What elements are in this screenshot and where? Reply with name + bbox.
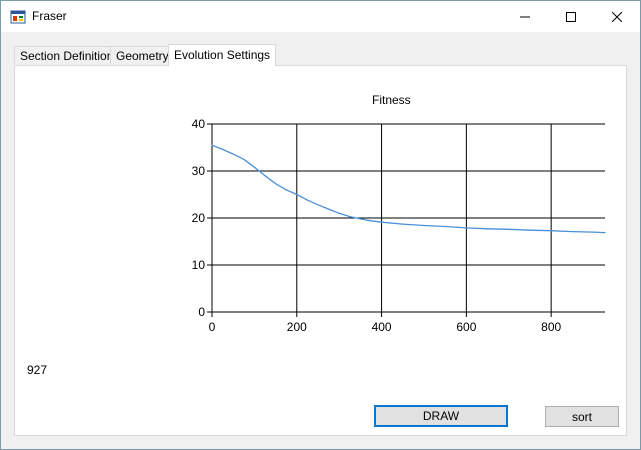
fitness-data-point (402, 223, 404, 225)
minimize-icon (520, 16, 530, 17)
maximize-button[interactable] (548, 1, 594, 32)
fitness-data-point (423, 224, 425, 227)
generation-count: 927 (27, 363, 48, 377)
tab-evolution-settings[interactable]: Evolution Settings (168, 44, 277, 66)
fitness-data-point (211, 144, 213, 146)
y-tick-label: 40 (192, 117, 206, 131)
tab-geometry[interactable]: Geometry (110, 46, 175, 64)
fitness-data-point (508, 228, 510, 230)
tab-label: Evolution Settings (174, 48, 271, 62)
title-bar[interactable]: Fraser (1, 1, 640, 32)
fitness-data-point (221, 148, 224, 150)
tab-label: Section Definition (20, 49, 114, 63)
y-tick-label: 10 (192, 258, 206, 272)
y-tick-label: 0 (198, 305, 205, 319)
fitness-data-point (296, 193, 298, 196)
draw-button[interactable]: DRAW (374, 405, 508, 427)
fitness-data-point (370, 220, 372, 222)
fitness-data-point (380, 221, 383, 223)
fitness-data-point (327, 208, 330, 210)
fitness-data-point (550, 230, 552, 232)
fitness-data-point (253, 166, 255, 168)
fitness-data-point (465, 227, 467, 229)
fitness-data-point (604, 231, 606, 234)
window-title: Fraser (32, 9, 67, 23)
fitness-data-point (349, 215, 351, 218)
fitness-data-point (264, 175, 266, 177)
chart-title: Fitness (372, 93, 411, 107)
minimize-button[interactable] (502, 1, 548, 32)
sort-button[interactable]: sort (545, 406, 619, 427)
app-window-icon (10, 9, 26, 25)
maximize-icon (566, 11, 576, 22)
x-tick-label: 800 (541, 320, 561, 334)
x-tick-label: 400 (372, 320, 392, 334)
x-tick-label: 200 (287, 320, 307, 334)
x-tick-label: 0 (209, 320, 216, 334)
fitness-data-point (232, 153, 234, 155)
fitness-data-point (243, 158, 245, 160)
fitness-data-point (592, 231, 595, 233)
fitness-data-point (486, 228, 489, 230)
draw-button-label: DRAW (422, 409, 460, 423)
x-tick-label: 600 (456, 320, 476, 334)
fitness-series-line (211, 144, 606, 234)
fitness-data-point (285, 189, 287, 191)
evolution-settings-panel (14, 65, 627, 436)
tab-section-definition[interactable]: Section Definition (14, 46, 120, 64)
y-tick-label: 30 (192, 164, 206, 178)
tab-label: Geometry (116, 49, 169, 63)
close-button[interactable] (594, 1, 640, 32)
close-icon (612, 11, 622, 22)
fitness-data-point (529, 229, 531, 231)
fitness-data-point (317, 204, 319, 206)
fitness-data-point (306, 199, 308, 201)
y-tick-label: 20 (192, 211, 206, 225)
sort-button-label: sort (571, 409, 592, 424)
fitness-data-point (359, 218, 361, 220)
fitness-data-point (338, 212, 340, 214)
fitness-data-point (444, 225, 446, 228)
fitness-data-point (571, 231, 573, 233)
fitness-data-point (274, 183, 277, 185)
